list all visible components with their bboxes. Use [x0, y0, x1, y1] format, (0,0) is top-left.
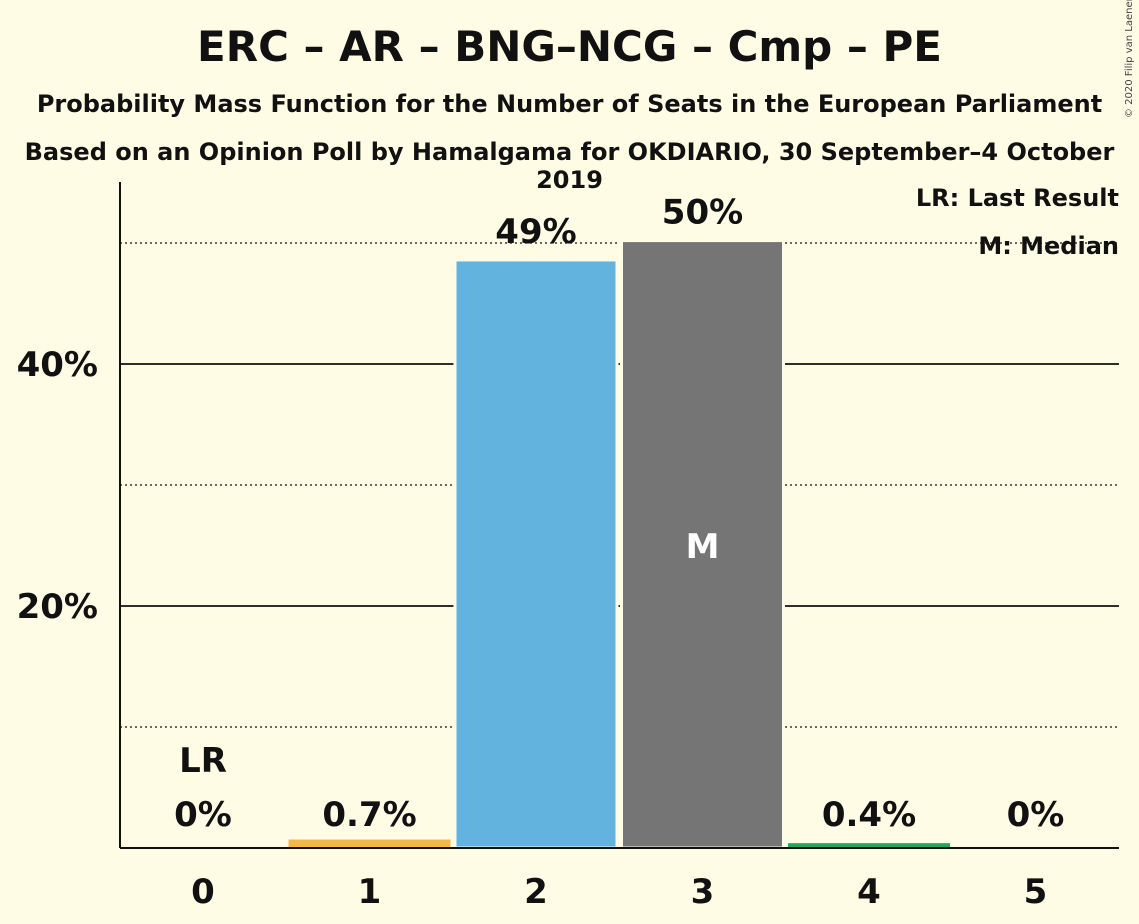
median-marker: M	[686, 527, 720, 567]
bar-3	[620, 239, 785, 850]
last-result-marker: LR	[179, 741, 227, 781]
x-tick-label-0: 0	[191, 872, 215, 912]
data-label-1: 0.7%	[322, 795, 416, 835]
legend-last-result: LR: Last Result	[915, 184, 1119, 212]
x-tick-label-5: 5	[1024, 872, 1048, 912]
chart-title: ERC – AR – BNG–NCG – Cmp – PE	[197, 22, 942, 71]
y-tick-label-20: 20%	[17, 587, 98, 627]
x-tick-label-3: 3	[691, 872, 715, 912]
chart-subtitle: Probability Mass Function for the Number…	[36, 90, 1103, 118]
data-label-5: 0%	[1007, 795, 1065, 835]
legend-median: M: Median	[978, 232, 1119, 260]
y-tick-label-40: 40%	[17, 345, 98, 385]
x-tick-label-4: 4	[857, 872, 881, 912]
bar-1	[288, 839, 451, 848]
bar-4	[788, 843, 950, 848]
data-label-4: 0.4%	[822, 795, 916, 835]
x-tick-label-1: 1	[358, 872, 382, 912]
data-label-2: 49%	[495, 212, 576, 252]
bar-2	[453, 258, 619, 850]
data-label-0: 0%	[174, 795, 232, 835]
data-label-3: 50%	[662, 193, 743, 233]
x-tick-label-2: 2	[524, 872, 548, 912]
chart-source-subtitle: Based on an Opinion Poll by Hamalgama fo…	[24, 138, 1115, 194]
